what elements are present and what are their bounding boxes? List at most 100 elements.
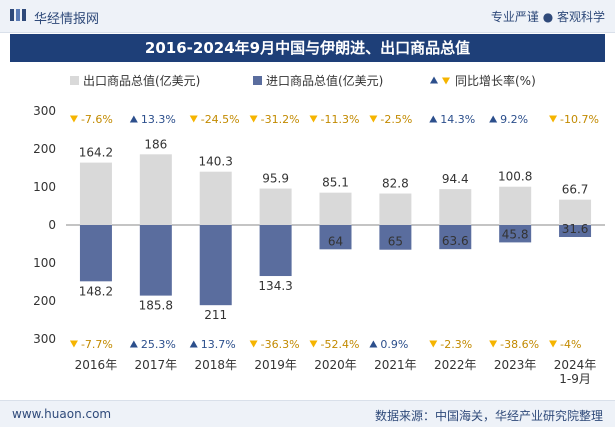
y-tick-label: 300 (33, 332, 56, 346)
chart-title: 2016-2024年9月中国与伊朗进、出口商品总值 (10, 34, 605, 62)
footer-url[interactable]: www.huaon.com (12, 407, 112, 421)
import-value-label: 185.8 (139, 299, 173, 313)
export-growth-marker (429, 115, 438, 123)
import-growth-marker (369, 340, 378, 348)
export-bar (559, 199, 592, 225)
y-tick-label: 200 (33, 142, 56, 156)
import-growth-marker (189, 340, 198, 348)
footer-bar: www.huaon.com 数据来源：中国海关，华经产业研究院整理 (0, 400, 615, 427)
import-growth-label: -7.7% (81, 338, 113, 351)
y-tick-label: 200 (33, 294, 56, 308)
export-bar (379, 193, 412, 225)
import-value-label: 134.3 (258, 279, 292, 293)
huajing-logo-icon (10, 9, 26, 21)
x-category-label: 1-9月 (559, 372, 591, 386)
x-category-label: 2019年 (254, 358, 297, 372)
import-value-label: 211 (204, 308, 227, 322)
export-value-label: 164.2 (79, 146, 113, 160)
legend-swatch-import (253, 76, 262, 85)
data-source: 数据来源：中国海关，华经产业研究院整理 (374, 409, 603, 423)
import-growth-marker (549, 340, 558, 348)
export-bar (199, 171, 232, 225)
import-growth-marker (129, 340, 138, 348)
export-growth-marker (549, 115, 558, 123)
import-bar (319, 225, 352, 250)
import-value-label: 64 (328, 234, 343, 248)
bar-chart: 出口商品总值(亿美元) 进口商品总值(亿美元) 同比增长率(%) 300 200 100 0… (33, 73, 605, 386)
export-growth-marker (489, 115, 498, 123)
import-growth-label: -38.6% (500, 338, 539, 351)
export-growth-label: 13.3% (141, 113, 176, 126)
import-growth-label: -36.3% (261, 338, 300, 351)
header-bar: 华经情报网 专业严谨 ● 客观科学 (0, 0, 615, 33)
import-growth-label: 0.9% (380, 338, 408, 351)
import-bar (199, 225, 232, 306)
export-growth-label: 14.3% (440, 113, 475, 126)
import-value-label: 65 (388, 235, 403, 249)
x-category-label: 2020年 (314, 358, 357, 372)
export-bar (499, 186, 532, 225)
import-value-label: 31.6 (562, 222, 589, 236)
import-bar (499, 225, 532, 243)
legend-swatch-export (70, 76, 79, 85)
export-growth-marker (309, 115, 318, 123)
export-growth-marker (69, 115, 78, 123)
import-growth-marker (69, 340, 78, 348)
import-bar (559, 225, 592, 238)
import-bar (379, 225, 412, 250)
export-value-label: 140.3 (199, 155, 233, 169)
y-tick-label: 0 (48, 218, 56, 232)
import-bar (439, 225, 472, 250)
export-bar (439, 189, 472, 225)
export-value-label: 100.8 (498, 170, 532, 184)
export-value-label: 82.8 (382, 177, 409, 191)
import-bar (259, 225, 292, 277)
x-category-label: 2022年 (434, 358, 477, 372)
import-growth-label: 13.7% (201, 338, 236, 351)
export-growth-label: -11.3% (321, 113, 360, 126)
import-growth-marker (249, 340, 258, 348)
x-category-label: 2017年 (135, 358, 178, 372)
export-bar (259, 188, 292, 225)
x-category-label: 2018年 (194, 358, 237, 372)
site-name: 华经情报网 (34, 12, 100, 27)
export-bar (139, 154, 172, 225)
export-value-label: 66.7 (562, 183, 589, 197)
import-growth-label: -4% (560, 338, 581, 351)
import-value-label: 45.8 (502, 227, 529, 241)
x-category-label: 2023年 (494, 358, 537, 372)
legend-label-export: 出口商品总值(亿美元) (83, 73, 200, 88)
import-growth-marker (429, 340, 438, 348)
export-bar (79, 162, 112, 225)
export-value-label: 94.4 (442, 172, 469, 186)
export-value-label: 95.9 (262, 172, 289, 186)
import-value-label: 63.6 (442, 234, 469, 248)
y-tick-label: 100 (33, 256, 56, 270)
export-value-label: 85.1 (322, 176, 349, 190)
y-tick-label: 100 (33, 180, 56, 194)
export-growth-marker (369, 115, 378, 123)
site-tagline: 专业严谨 ● 客观科学 (490, 10, 605, 24)
import-value-label: 148.2 (79, 284, 113, 298)
import-growth-marker (309, 340, 318, 348)
export-growth-label: -2.5% (380, 113, 412, 126)
export-bar (319, 192, 352, 225)
export-growth-label: 9.2% (500, 113, 528, 126)
x-category-label: 2021年 (374, 358, 417, 372)
export-growth-label: -10.7% (560, 113, 599, 126)
legend-up-triangle-icon (430, 76, 438, 84)
export-growth-marker (129, 115, 138, 123)
x-category-label: 2024年 (554, 358, 597, 372)
export-value-label: 186 (144, 137, 167, 151)
import-growth-marker (489, 340, 498, 348)
import-bar (79, 225, 112, 282)
export-growth-marker (189, 115, 198, 123)
import-growth-label: -2.3% (440, 338, 472, 351)
export-growth-marker (249, 115, 258, 123)
export-growth-label: -7.6% (81, 113, 113, 126)
legend-label-import: 进口商品总值(亿美元) (266, 73, 383, 88)
legend-label-growth: 同比增长率(%) (455, 73, 536, 88)
import-bar (139, 225, 172, 296)
import-growth-label: -52.4% (321, 338, 360, 351)
export-growth-label: -31.2% (261, 113, 300, 126)
